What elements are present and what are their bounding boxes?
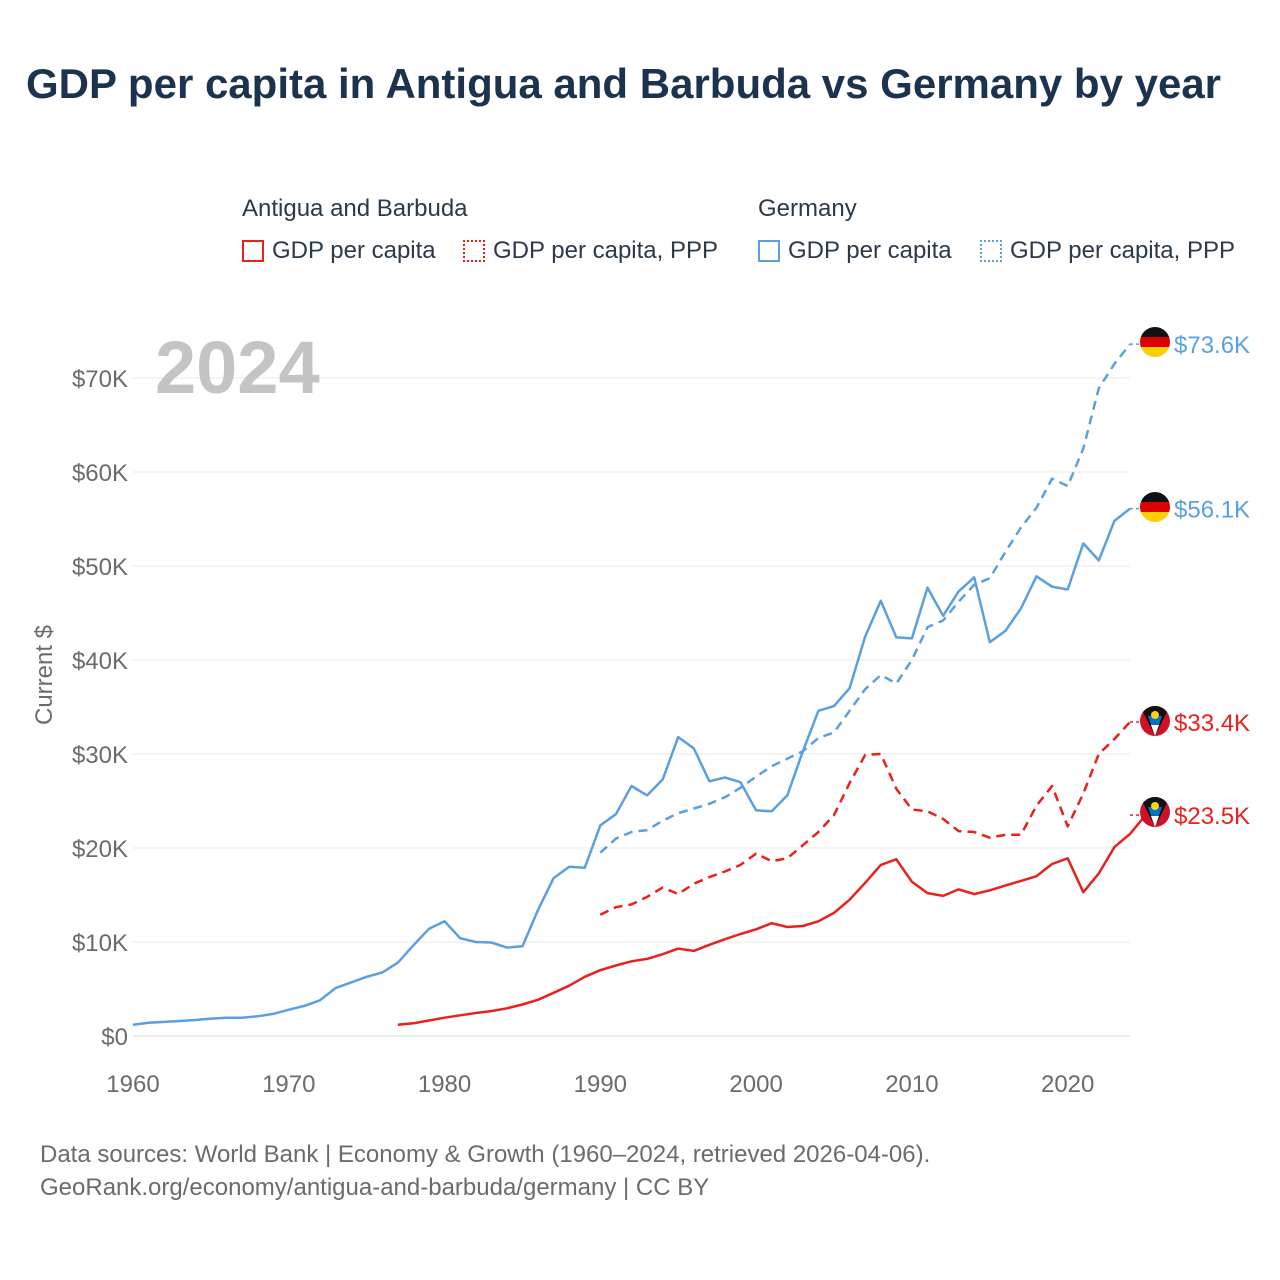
- y-tick-label: $70K: [72, 366, 128, 393]
- x-axis: 1960 1970 1980 1990 2000 2010 2020: [106, 1071, 1094, 1098]
- legend-label: GDP per capita: [788, 237, 952, 264]
- data-sources: Data sources: World Bank | Economy & Gro…: [40, 1141, 931, 1168]
- germany-flag-icon: [1140, 327, 1170, 357]
- antigua-and-barbuda-flag-icon: [1140, 706, 1170, 736]
- y-tick-label: $60K: [72, 460, 128, 487]
- series-lines: [132, 343, 1147, 1026]
- end-value-label: $73.6K: [1174, 332, 1250, 359]
- y-axis-label: Current $: [31, 625, 58, 725]
- series-line-germany-gdp-per-capita[interactable]: [132, 507, 1131, 1026]
- x-tick-label: 1960: [106, 1071, 159, 1098]
- series-line-antigua-and-barbuda-gdp-per-capita-ppp[interactable]: [599, 721, 1131, 916]
- y-tick-label: $0: [101, 1024, 128, 1051]
- legend-item-antigua-gdp-per-capita[interactable]: GDP per capita: [242, 236, 436, 266]
- source-link[interactable]: GeoRank.org/economy/antigua-and-barbuda/…: [40, 1174, 710, 1201]
- year-watermark: 2024: [155, 326, 320, 409]
- y-tick-label: $50K: [72, 554, 128, 581]
- y-tick-label: $40K: [72, 648, 128, 675]
- x-tick-label: 1970: [262, 1071, 315, 1098]
- y-tick-label: $20K: [72, 836, 128, 863]
- series-line-antigua-and-barbuda-gdp-per-capita[interactable]: [397, 814, 1147, 1026]
- x-tick-label: 1990: [574, 1071, 627, 1098]
- x-tick-label: 2010: [885, 1071, 938, 1098]
- gridlines: [133, 377, 1130, 1037]
- legend-item-germany-gdp-per-capita-ppp[interactable]: GDP per capita, PPP: [980, 236, 1235, 266]
- end-value-label: $23.5K: [1174, 803, 1250, 830]
- legend-label: GDP per capita: [272, 237, 436, 264]
- end-value-label: $56.1K: [1174, 497, 1250, 524]
- legend-item-germany-gdp-per-capita[interactable]: GDP per capita: [758, 236, 952, 266]
- y-tick-label: $30K: [72, 742, 128, 769]
- legend-item-antigua-gdp-per-capita-ppp[interactable]: GDP per capita, PPP: [463, 236, 718, 266]
- legend-group-germany: Germany: [758, 195, 857, 222]
- footer: Data sources: World Bank | Economy & Gro…: [40, 1138, 930, 1204]
- legend-swatch-dotted-red: [463, 240, 485, 262]
- legend-label: GDP per capita, PPP: [493, 237, 718, 264]
- end-labels: $56.1K $73.6K $23.5K $33.4K: [1130, 332, 1250, 830]
- legend-group-antigua-and-barbuda: Antigua and Barbuda: [242, 195, 468, 222]
- x-tick-label: 2000: [729, 1071, 782, 1098]
- x-tick-label: 1980: [418, 1071, 471, 1098]
- legend-label: GDP per capita, PPP: [1010, 237, 1235, 264]
- chart-title: GDP per capita in Antigua and Barbuda vs…: [26, 60, 1222, 107]
- series-line-germany-gdp-per-capita-ppp[interactable]: [599, 343, 1131, 854]
- y-tick-label: $10K: [72, 930, 128, 957]
- legend-swatch-solid-blue: [758, 240, 780, 262]
- legend-swatch-solid-red: [242, 240, 264, 262]
- y-axis: $0 $10K $20K $30K $40K $50K $60K $70K: [72, 366, 128, 1051]
- legend-swatch-dotted-blue: [980, 240, 1002, 262]
- end-value-label: $33.4K: [1174, 710, 1250, 737]
- antigua-and-barbuda-flag-icon: [1140, 797, 1170, 827]
- x-tick-label: 2020: [1041, 1071, 1094, 1098]
- germany-flag-icon: [1140, 492, 1170, 522]
